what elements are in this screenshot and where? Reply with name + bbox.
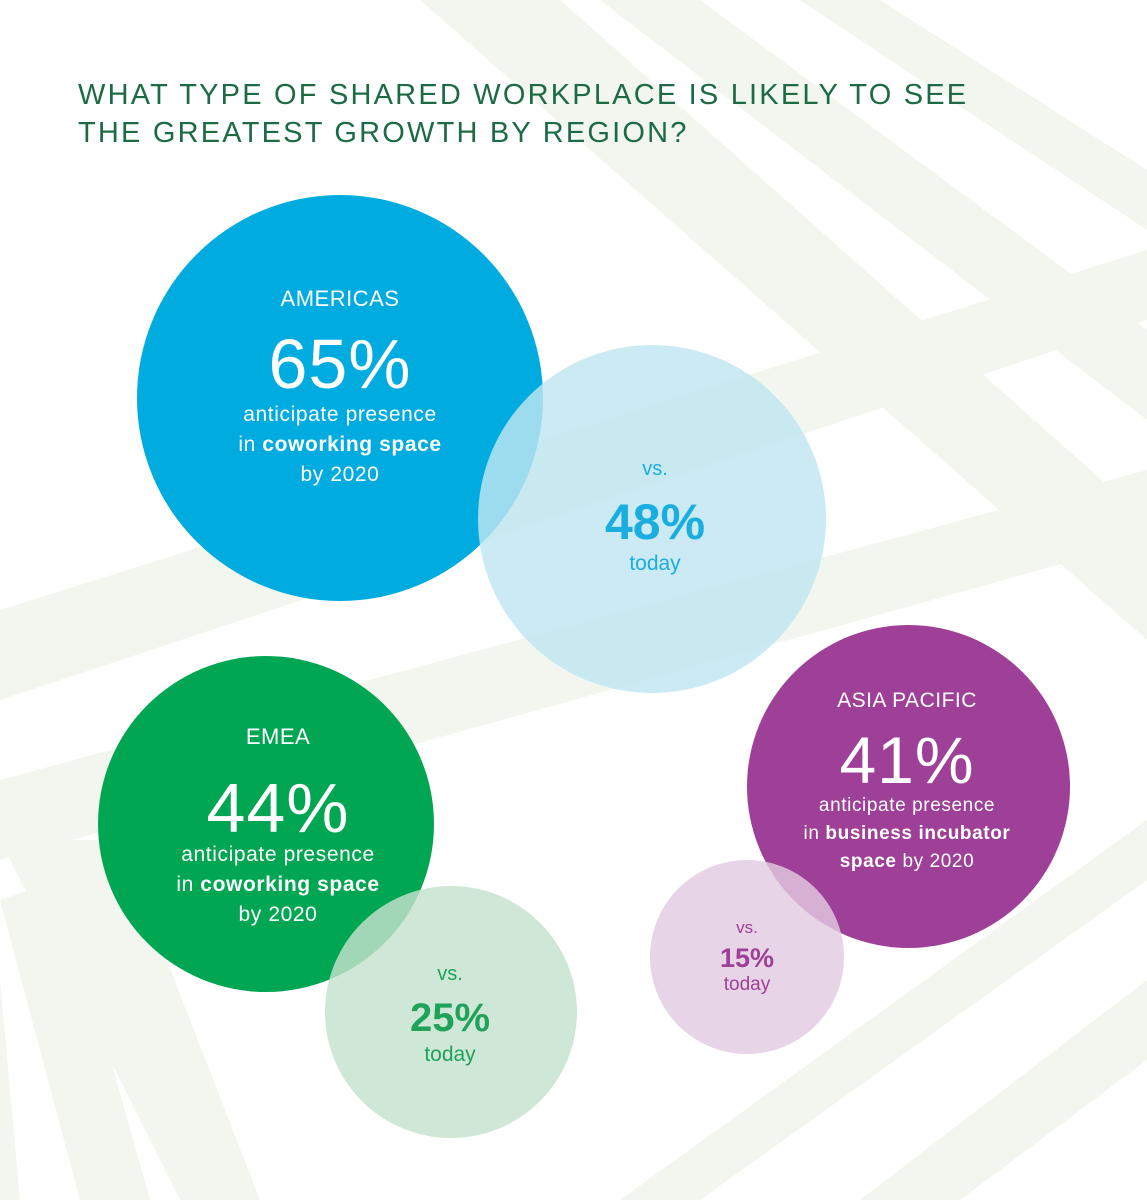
americas-today-label: today [629, 552, 681, 575]
apac-desc-line1: anticipate presence [818, 795, 996, 816]
apac-vs: vs. [736, 918, 758, 937]
emea-today-pct: 25% [409, 996, 491, 1040]
apac-today-pct: 15% [719, 943, 775, 973]
emea-label-group: EMEA 44% anticipate presence in coworkin… [110, 724, 446, 930]
emea-today-group: vs. 25% today [350, 962, 550, 1068]
emea-desc-line2: in coworking space [110, 870, 446, 900]
emea-region-label: EMEA [245, 724, 311, 749]
americas-today-bubble [478, 345, 826, 693]
emea-future-pct: 44% [206, 769, 350, 847]
emea-today-label: today [424, 1043, 476, 1066]
americas-today-group: vs. 48% today [520, 457, 790, 577]
apac-today-label: today [723, 974, 771, 995]
apac-space-type: business incubator [825, 823, 1011, 844]
apac-desc-in: in [803, 823, 826, 844]
emea-today-bubble [325, 886, 577, 1138]
apac-desc: anticipate presence in business incubato… [755, 792, 1059, 876]
emea-desc-line1: anticipate presence [181, 843, 375, 866]
emea-space-type: coworking space [200, 873, 380, 896]
apac-space-type-2: space [839, 851, 897, 872]
americas-today-pct: 48% [604, 494, 706, 550]
americas-space-type: coworking space [262, 433, 442, 456]
apac-label-group: ASIA PACIFIC 41% anticipate presence in … [755, 688, 1059, 876]
apac-future-pct: 41% [839, 723, 975, 797]
emea-desc-in: in [176, 873, 201, 896]
americas-desc-line2: in coworking space [138, 430, 542, 460]
americas-desc-line1: anticipate presence [243, 403, 437, 426]
emea-desc: anticipate presence in coworking space b… [110, 840, 446, 930]
emea-vs: vs. [437, 963, 463, 985]
apac-desc-line3: space by 2020 [755, 848, 1059, 876]
americas-future-pct: 65% [268, 325, 412, 403]
apac-desc-line2: in business incubator [755, 820, 1059, 848]
americas-future-bubble [137, 195, 543, 601]
emea-desc-line3: by 2020 [238, 903, 318, 926]
americas-desc: anticipate presence in coworking space b… [138, 400, 542, 490]
americas-label-group: AMERICAS 65% anticipate presence in cowo… [138, 286, 542, 490]
americas-vs: vs. [642, 458, 668, 480]
chart-title: WHAT TYPE OF SHARED WORKPLACE IS LIKELY … [78, 79, 969, 149]
apac-today-bubble [650, 860, 844, 1054]
apac-today-group: vs. 15% today [680, 918, 814, 996]
americas-region-label: AMERICAS [280, 286, 400, 311]
apac-region-label: ASIA PACIFIC [837, 689, 977, 712]
apac-desc-by: by 2020 [896, 851, 975, 872]
americas-desc-line3: by 2020 [300, 463, 380, 486]
americas-desc-in: in [238, 433, 263, 456]
